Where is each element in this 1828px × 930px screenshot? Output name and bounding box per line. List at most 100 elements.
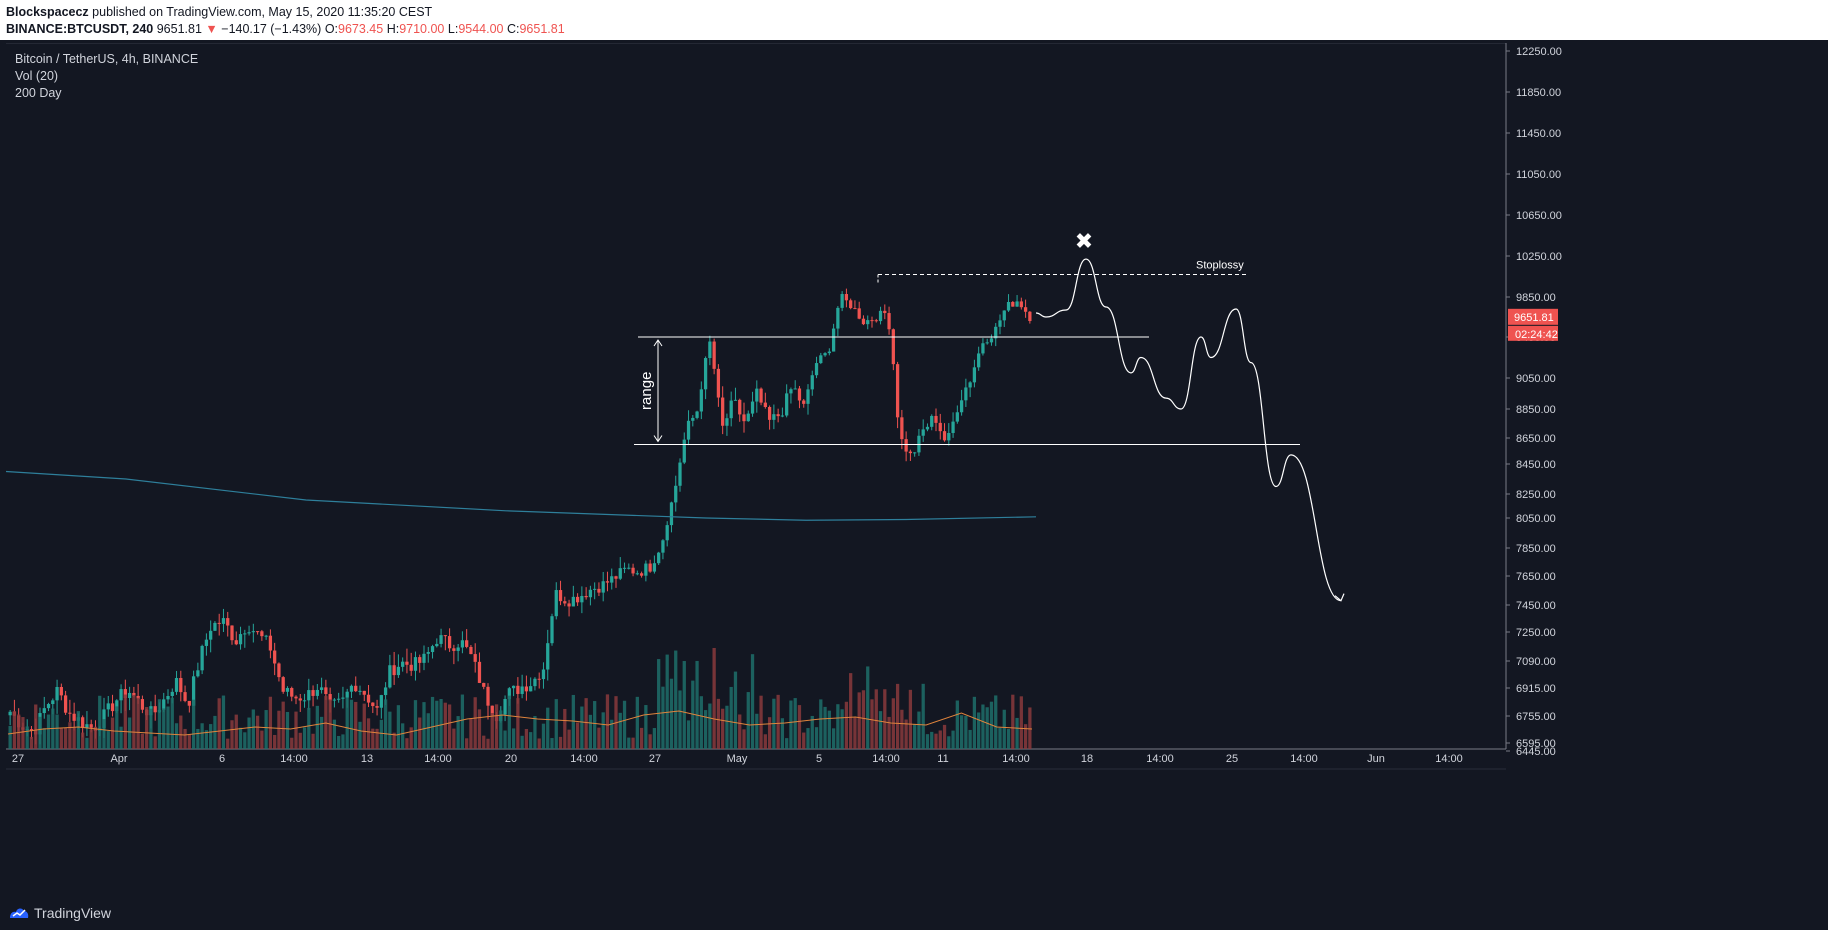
cross-icon: ✖ xyxy=(1075,229,1093,254)
candle-body xyxy=(388,665,392,688)
volume-bar xyxy=(191,699,196,749)
last-price: 9651.81 xyxy=(156,22,202,36)
volume-bar xyxy=(827,710,831,749)
volume-bar xyxy=(59,728,63,749)
candle-body xyxy=(81,717,85,728)
publish-header: Blockspacecz published on TradingView.co… xyxy=(0,0,1828,40)
volume-bar xyxy=(785,738,789,749)
projection-arrow-head xyxy=(1334,593,1345,602)
volume-bar xyxy=(657,659,661,749)
candle-body xyxy=(136,695,140,700)
volume-bar xyxy=(422,702,426,749)
candle-body xyxy=(575,596,580,603)
volume-bar xyxy=(456,716,460,749)
candle-body xyxy=(989,338,994,343)
price-tick-label: 7090.00 xyxy=(1516,656,1556,668)
legend-title: Bitcoin / TetherUS, 4h, BINANCE xyxy=(15,52,199,66)
candle-body xyxy=(209,630,213,640)
candle-body xyxy=(264,635,268,637)
range-label: range xyxy=(638,372,655,410)
volume-bar xyxy=(1011,694,1015,749)
volume-bar xyxy=(349,699,354,749)
candle-body xyxy=(614,576,618,579)
volume-bar xyxy=(533,716,537,749)
volume-bar xyxy=(648,734,652,749)
volume-bar xyxy=(661,686,665,749)
candle-body xyxy=(290,688,294,697)
volume-bar xyxy=(110,717,115,749)
tradingview-brand[interactable]: TradingView xyxy=(34,905,112,921)
volume-bar xyxy=(1019,696,1023,749)
candle-body xyxy=(366,694,371,703)
symbol-label: BINANCE:BTCUSDT, 240 xyxy=(6,22,154,36)
candle-body xyxy=(938,422,942,432)
volume-bar xyxy=(21,717,25,749)
volume-bar xyxy=(401,723,405,749)
candle-body xyxy=(226,618,230,626)
candle-body xyxy=(392,665,396,676)
volume-bar xyxy=(601,712,605,749)
candle-body xyxy=(443,635,447,637)
volume-bar xyxy=(1023,724,1028,749)
author-name[interactable]: Blockspacecz xyxy=(6,5,89,19)
volume-bar xyxy=(264,710,268,749)
price-tick-label: 6445.00 xyxy=(1516,746,1556,758)
candle-body xyxy=(371,702,375,707)
time-tick-label: 14:00 xyxy=(1146,753,1174,765)
volume-bar xyxy=(652,728,657,749)
price-tick-label: 8650.00 xyxy=(1516,433,1556,445)
candle-body xyxy=(691,417,695,421)
candle-body xyxy=(217,622,221,624)
volume-bar xyxy=(810,715,814,749)
volume-bar xyxy=(345,697,349,749)
volume-bar xyxy=(823,706,827,749)
candle-body xyxy=(695,411,699,418)
price-tick-label: 6755.00 xyxy=(1516,711,1556,723)
candle-body xyxy=(477,661,482,683)
volume-bar xyxy=(221,695,226,749)
volume-bar xyxy=(516,698,520,749)
candle-body xyxy=(332,699,337,701)
volume-bar xyxy=(439,698,443,749)
candle-body xyxy=(964,387,968,401)
volume-bar xyxy=(383,699,388,749)
volume-bar xyxy=(63,727,68,749)
volume-bar xyxy=(183,728,187,749)
price-tick-label: 12250.00 xyxy=(1516,46,1562,58)
candle-body xyxy=(934,415,938,423)
candle-body xyxy=(900,417,904,440)
candle-body xyxy=(281,677,285,692)
candle-body xyxy=(627,567,631,569)
volume-bar xyxy=(563,708,567,749)
candle-body xyxy=(797,388,802,401)
price-chart[interactable]: range Stoplossy ✖ 12250.00 11850.00 11450.00… xyxy=(6,43,1822,893)
volume-bar xyxy=(243,732,247,749)
volume-bar xyxy=(844,701,849,749)
volume-bar xyxy=(170,697,174,749)
candle-body xyxy=(686,420,691,440)
candle-body xyxy=(878,310,883,322)
tradingview-logo-icon[interactable] xyxy=(8,904,30,920)
candle-body xyxy=(708,341,712,359)
candle-body xyxy=(721,397,725,426)
volume-bar xyxy=(921,683,925,749)
candle-body xyxy=(187,700,191,706)
volume-bar xyxy=(465,738,469,749)
candle-body xyxy=(524,686,529,692)
volume-bar xyxy=(972,696,977,749)
volume-bar xyxy=(307,707,311,749)
candle-body xyxy=(1023,307,1028,312)
candle-body xyxy=(196,670,200,677)
candle-body xyxy=(511,685,516,689)
candle-body xyxy=(866,320,870,325)
candle-body xyxy=(379,695,383,708)
volume-bar xyxy=(38,716,42,749)
candle-body xyxy=(409,664,413,671)
candle-body xyxy=(750,401,755,414)
volume-bar xyxy=(866,666,870,749)
candle-body xyxy=(456,647,460,651)
candle-body xyxy=(618,568,622,579)
candle-body xyxy=(247,632,251,634)
candle-body xyxy=(593,588,597,590)
volume-bar xyxy=(46,714,51,749)
